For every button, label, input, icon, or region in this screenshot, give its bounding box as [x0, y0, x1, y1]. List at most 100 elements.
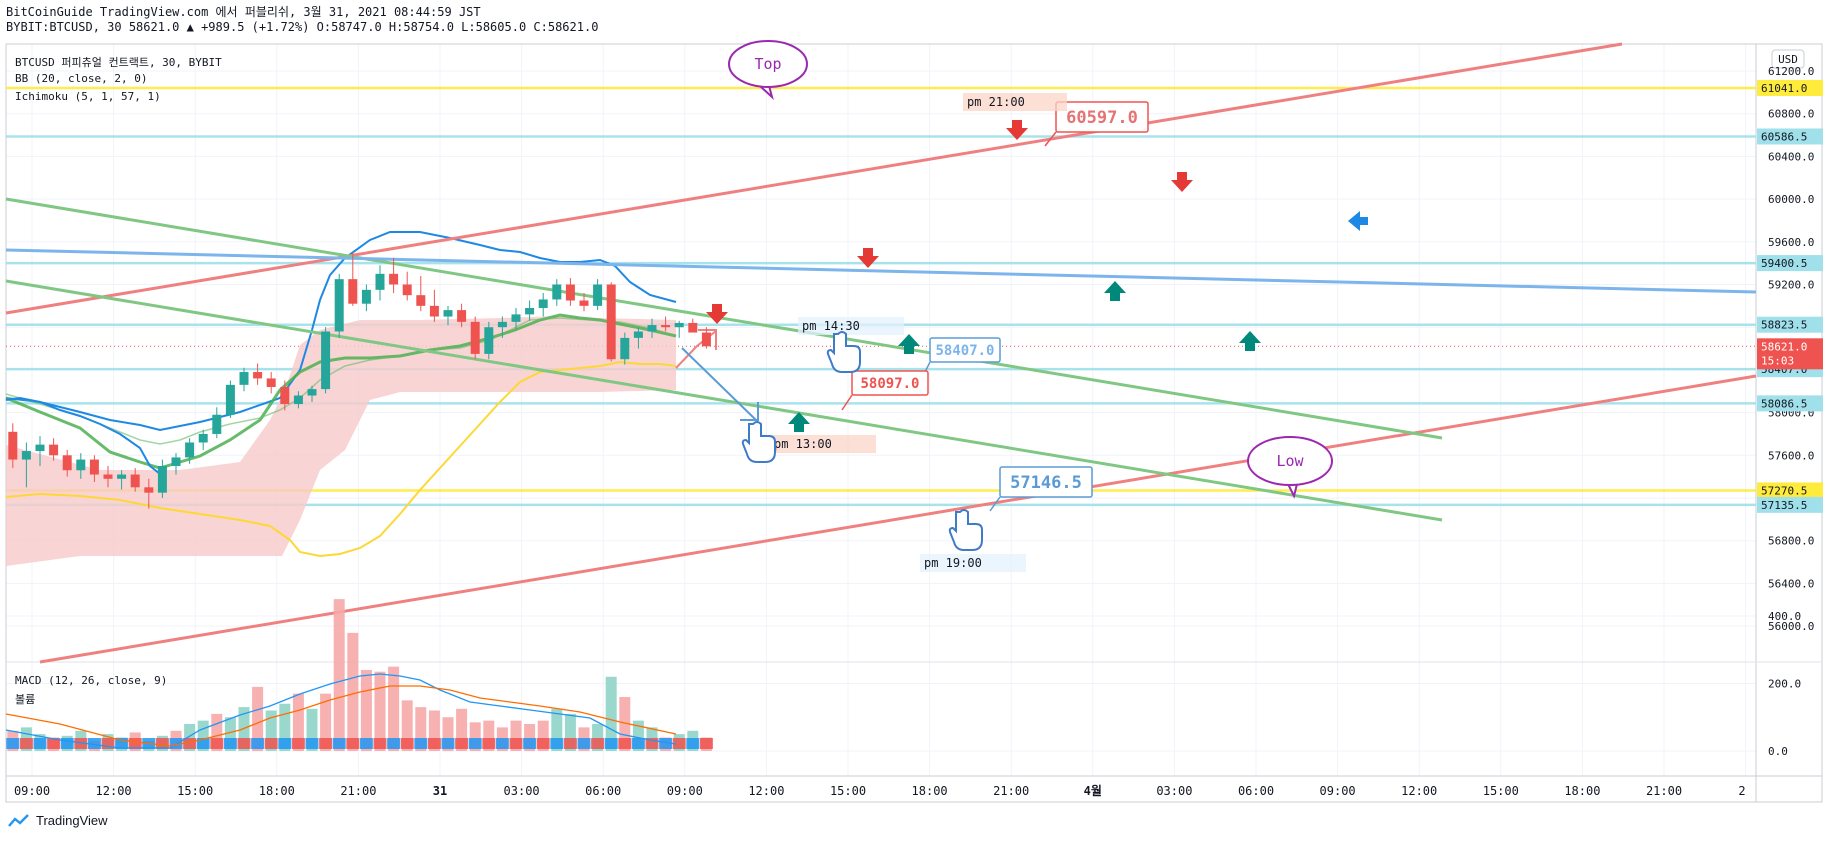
volume-bar	[387, 738, 401, 749]
volume-bar	[686, 738, 700, 749]
price-level-tag-bg	[1757, 316, 1823, 333]
price-tick-label: 60000.0	[1768, 193, 1814, 206]
macd-histogram-bar	[456, 708, 468, 751]
volume-bar	[441, 738, 455, 749]
volume-bar	[672, 738, 686, 749]
time-tick-label: 09:00	[1320, 784, 1356, 798]
legend-macd[interactable]: MACD (12, 26, close, 9)	[15, 674, 168, 687]
macd-histogram-bar	[211, 713, 223, 751]
footer-brand[interactable]: TradingView	[8, 813, 108, 828]
candle-body	[266, 378, 276, 387]
legend-volume[interactable]: 볼륨	[15, 693, 36, 706]
candle-body	[633, 331, 643, 338]
macd-histogram-bar	[564, 713, 576, 751]
volume-bar	[359, 738, 373, 749]
price-level-tag: 57270.5	[1761, 484, 1807, 497]
price-level-tag: 59400.5	[1761, 257, 1807, 270]
time-label-1430: pm 14:30	[802, 319, 860, 333]
volume-bar	[169, 738, 183, 749]
macd-histogram-bar	[551, 708, 563, 751]
hand-pointer-icon	[741, 421, 776, 463]
time-tick-label: 18:00	[259, 784, 295, 798]
macd-histogram-bar	[360, 670, 372, 751]
footer-brand-label: TradingView	[36, 813, 108, 828]
ichimoku-cloud	[6, 316, 676, 566]
legend-ichimoku[interactable]: Ichimoku (5, 1, 57, 1)	[15, 90, 161, 103]
time-tick-label: 18:00	[1564, 784, 1600, 798]
callout-low	[1247, 436, 1333, 486]
candle-body	[307, 389, 317, 396]
price-tick-label: 57600.0	[1768, 449, 1814, 462]
candle-body	[579, 300, 589, 306]
macd-histogram-bar	[632, 720, 644, 751]
projection-arrow-up-head	[698, 329, 717, 350]
volume-bar	[659, 738, 673, 749]
volume-bar	[19, 738, 33, 749]
arrow-up-icon	[1104, 281, 1126, 301]
macd-histogram-bar	[428, 710, 440, 751]
candle-body	[375, 273, 385, 290]
indicator-lines	[5, 231, 677, 558]
callout-low-text: Low	[1276, 452, 1304, 470]
candle-body	[62, 455, 72, 471]
candle-body	[647, 325, 657, 332]
macd-histogram-bar	[279, 703, 291, 751]
time-tick-label: 31	[433, 784, 447, 798]
macd-histogram-bar	[442, 717, 454, 751]
time-tick-label: 21:00	[993, 784, 1029, 798]
macd-histogram-bar	[537, 720, 549, 751]
candle-body	[21, 451, 31, 460]
volume-bar	[468, 738, 482, 749]
label-57146-box	[999, 466, 1093, 498]
bb-basis-line	[5, 313, 677, 470]
macd-histogram-bar	[524, 724, 536, 751]
price-level-tag-bg	[1757, 79, 1823, 96]
candle-body	[593, 284, 603, 306]
time-tick-label: 03:00	[1156, 784, 1192, 798]
macd-histogram-bar	[347, 632, 359, 751]
volume-bar	[591, 738, 605, 749]
price-level-tag: 60586.5	[1761, 130, 1807, 143]
hand-pointer-icon	[948, 509, 983, 551]
candle-body	[185, 442, 195, 458]
volume-bar	[251, 738, 265, 749]
arrow-down-icon	[1171, 172, 1193, 192]
macd-histogram-bar	[184, 724, 196, 751]
currency-label: USD	[1778, 53, 1798, 66]
label-58097-box	[851, 370, 929, 396]
time-tick-label: 12:00	[96, 784, 132, 798]
legend-bb[interactable]: BB (20, close, 2, 0)	[15, 72, 148, 85]
volume-bar	[33, 738, 47, 749]
macd-tick-label: 0.0	[1768, 745, 1788, 758]
volume-bar	[482, 738, 496, 749]
volume-bar	[427, 738, 441, 749]
trend-line-lower-red	[39, 374, 1757, 664]
legend-symbol[interactable]: BTCUSD 퍼피츄얼 컨트랙트, 30, BYBIT	[15, 56, 222, 69]
candle-body	[701, 332, 711, 347]
trend-line-upper-red	[5, 42, 1623, 315]
candle-body	[389, 273, 399, 285]
candle-body	[171, 457, 181, 466]
candle-body	[525, 307, 535, 315]
time-tick-label: 09:00	[667, 784, 703, 798]
macd-histogram-bar	[374, 671, 386, 751]
macd-histogram-bar	[619, 697, 631, 751]
time-label-1430-bg	[798, 317, 904, 335]
candle-body	[443, 310, 453, 317]
volume-bar	[115, 738, 129, 749]
candle-body	[157, 465, 167, 493]
candle-body	[49, 444, 59, 456]
macd-histogram-bar	[388, 666, 400, 751]
volume-bar	[631, 738, 645, 749]
time-tick-label: 15:00	[177, 784, 213, 798]
volume-bar	[101, 738, 115, 749]
time-axis: 09:00 12:00 15:00 18:00 21:00 31 03:00 06:00 09:…	[14, 783, 1746, 798]
label-58097: 58097.0	[860, 376, 919, 392]
price-tick-label: 59600.0	[1768, 236, 1814, 249]
candle-body	[130, 474, 140, 488]
arrow-down-icon	[857, 248, 879, 268]
macd-histogram-bar	[605, 676, 617, 751]
macd-signal-line	[5, 685, 677, 747]
